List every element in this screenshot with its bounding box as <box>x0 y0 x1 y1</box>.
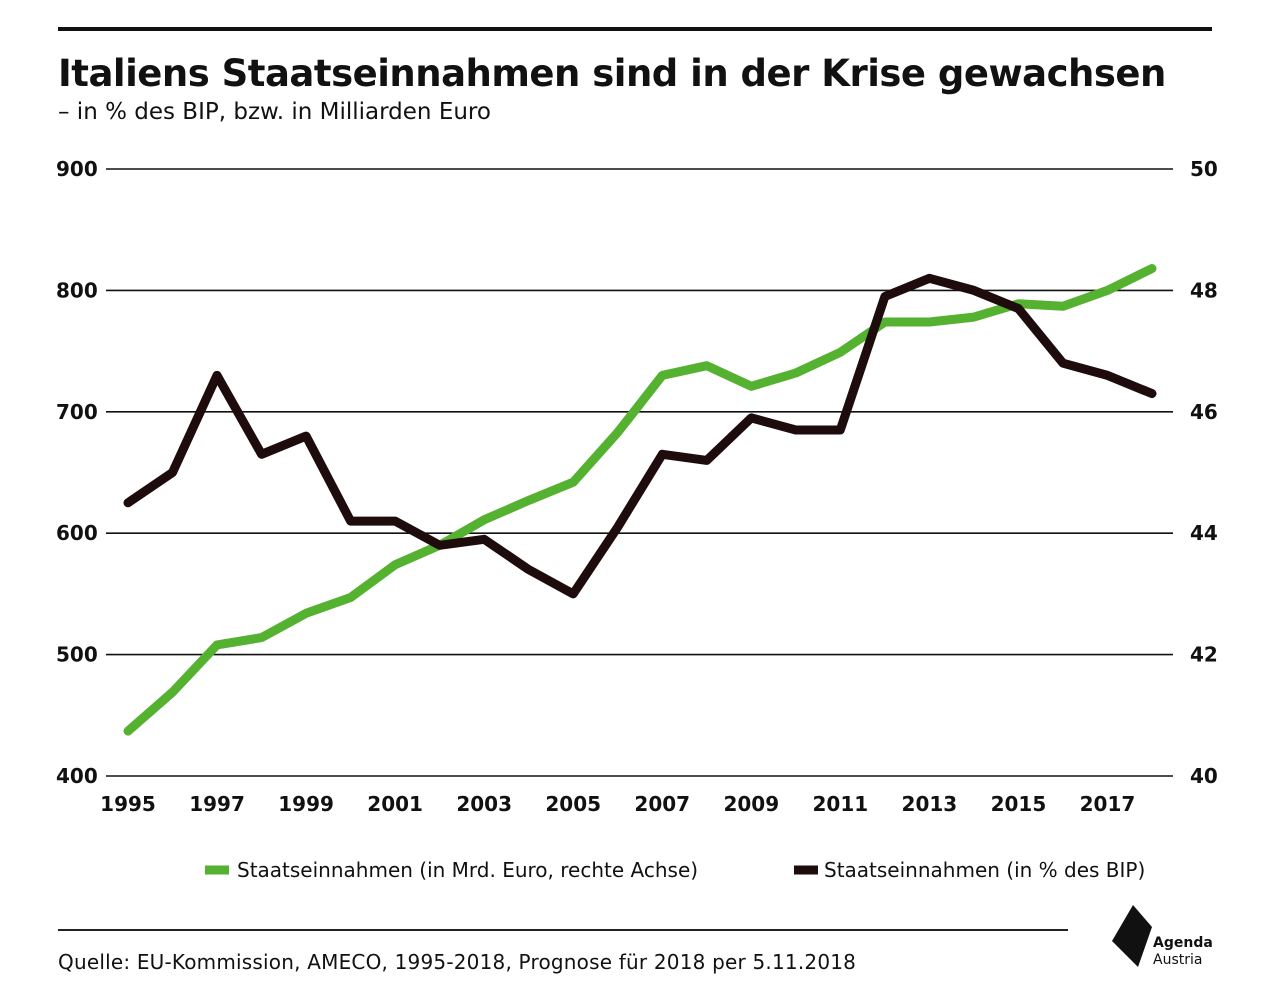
x-tick-label: 1999 <box>278 792 334 816</box>
left-tick-label: 400 <box>56 764 98 788</box>
top-rule <box>58 27 1212 31</box>
left-tick-label: 600 <box>56 521 98 545</box>
left-axis-ticks: 900 800 700 600 500 400 <box>56 157 98 788</box>
left-tick-label: 700 <box>56 400 98 424</box>
x-tick-label: 2005 <box>545 792 601 816</box>
x-tick-label: 2013 <box>902 792 958 816</box>
legend-label: Staatseinnahmen (in % des BIP) <box>824 858 1145 882</box>
x-tick-label: 2001 <box>367 792 423 816</box>
x-tick-label: 2009 <box>723 792 779 816</box>
right-axis-ticks: 50 48 46 44 42 40 <box>1190 157 1218 788</box>
right-tick-label: 48 <box>1190 278 1218 302</box>
source-note: Quelle: EU-Kommission, AMECO, 1995-2018,… <box>58 950 857 974</box>
right-tick-label: 46 <box>1190 400 1218 424</box>
x-tick-label: 2003 <box>456 792 512 816</box>
x-tick-label: 2015 <box>991 792 1047 816</box>
series-line-pct-bip <box>123 273 1157 599</box>
logo-text-agenda: Agenda <box>1153 935 1213 951</box>
agenda-austria-logo <box>1112 905 1152 967</box>
x-axis-ticks: 1995 1997 1999 2001 2003 2005 2007 2009 2011 2013… <box>100 792 1135 816</box>
right-tick-label: 40 <box>1190 764 1218 788</box>
right-tick-label: 42 <box>1190 643 1218 667</box>
logo-text-austria: Austria <box>1153 952 1203 968</box>
left-tick-label: 800 <box>56 278 98 302</box>
right-tick-label: 44 <box>1190 521 1218 545</box>
gridlines <box>106 168 1173 777</box>
chart-title: Italiens Staatseinnahmen sind in der Kri… <box>58 52 1166 95</box>
x-tick-label: 2007 <box>634 792 690 816</box>
legend-label: Staatseinnahmen (in Mrd. Euro, rechte Ac… <box>237 858 698 882</box>
x-tick-label: 1995 <box>100 792 156 816</box>
chart-subtitle: – in % des BIP, bzw. in Milliarden Euro <box>58 99 491 125</box>
bottom-rule <box>58 929 1068 931</box>
series-lines <box>123 264 1157 736</box>
legend: Staatseinnahmen (in Mrd. Euro, rechte Ac… <box>205 858 1145 882</box>
left-tick-label: 500 <box>56 643 98 667</box>
series-line-mrd-euro <box>123 264 1157 736</box>
x-tick-label: 2011 <box>813 792 869 816</box>
left-tick-label: 900 <box>56 157 98 181</box>
right-tick-label: 50 <box>1190 157 1218 181</box>
line-chart: 900 800 700 600 500 400 50 48 46 44 42 40 1995 1997… <box>56 157 1218 882</box>
x-tick-label: 1997 <box>189 792 245 816</box>
x-tick-label: 2017 <box>1080 792 1136 816</box>
